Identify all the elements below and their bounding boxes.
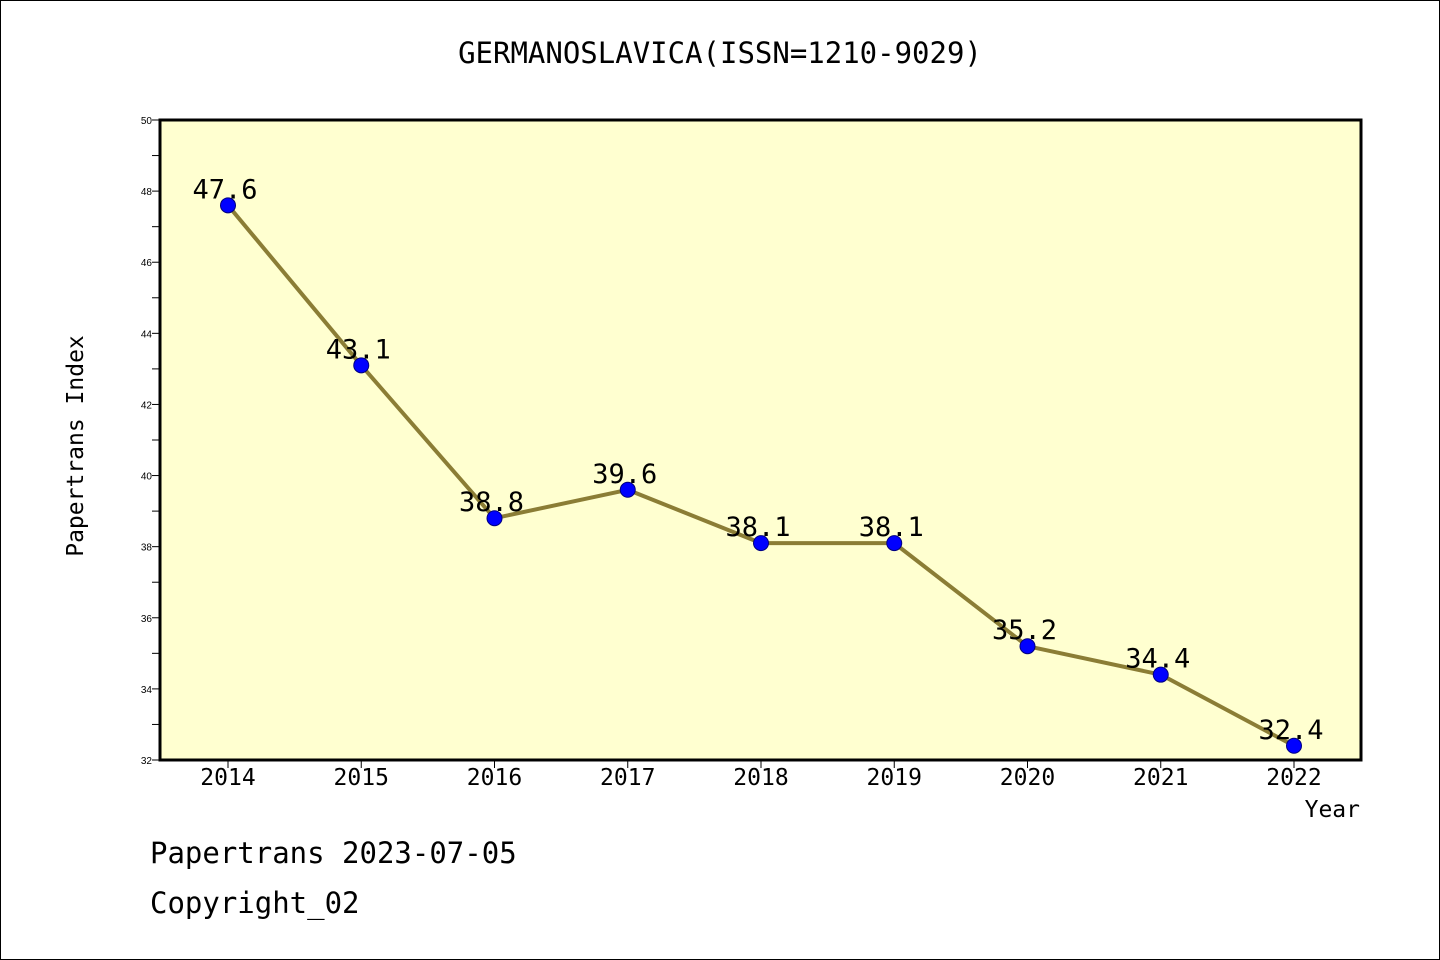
data-point <box>1019 638 1036 655</box>
data-label: 38.1 <box>859 512 924 543</box>
data-point <box>619 481 636 498</box>
y-tick-label: 34 <box>141 685 153 696</box>
chart-title: GERMANOSLAVICA(ISSN=1210-9029) <box>458 36 982 70</box>
plot-background <box>160 120 1361 760</box>
data-point <box>353 357 370 374</box>
data-label: 38.8 <box>459 487 524 518</box>
x-tick-label: 2018 <box>733 765 788 791</box>
data-label: 32.4 <box>1258 715 1323 746</box>
y-tick-label: 40 <box>141 472 153 483</box>
footer-copyright: Copyright_02 <box>150 886 360 920</box>
plot-border <box>158 118 1363 762</box>
x-tick-label: 2021 <box>1133 765 1188 791</box>
data-label: 35.2 <box>992 615 1057 646</box>
data-label: 38.1 <box>725 512 790 543</box>
data-point <box>1286 737 1302 754</box>
data-label: 39.6 <box>592 459 657 490</box>
y-tick-label: 42 <box>141 400 153 411</box>
data-label: 47.6 <box>192 174 257 205</box>
y-tick-label: 44 <box>141 329 153 340</box>
y-tick-label: 36 <box>141 614 153 625</box>
x-tick-label: 2015 <box>334 765 389 791</box>
footer-date: Papertrans 2023-07-05 <box>150 836 517 870</box>
y-tick-label: 32 <box>141 756 153 767</box>
y-tick-label: 46 <box>141 258 153 269</box>
x-tick-label: 2017 <box>600 765 655 791</box>
data-point <box>486 510 503 527</box>
x-tick-label: 2022 <box>1266 765 1321 791</box>
x-tick-label: 2016 <box>467 765 522 791</box>
data-label: 43.1 <box>326 334 391 365</box>
x-tick-label: 2020 <box>1000 765 1055 791</box>
data-point <box>220 197 236 214</box>
data-label: 34.4 <box>1125 644 1190 675</box>
x-axis-label: Year <box>1304 797 1360 823</box>
data-point <box>886 535 903 552</box>
y-tick-label: 38 <box>141 543 153 554</box>
y-tick-label: 48 <box>141 187 153 198</box>
data-point <box>753 535 769 552</box>
x-tick-label: 2019 <box>867 765 922 791</box>
x-tick-label: 2014 <box>200 765 255 791</box>
y-tick-label: 50 <box>141 116 153 127</box>
data-point <box>1152 666 1169 683</box>
